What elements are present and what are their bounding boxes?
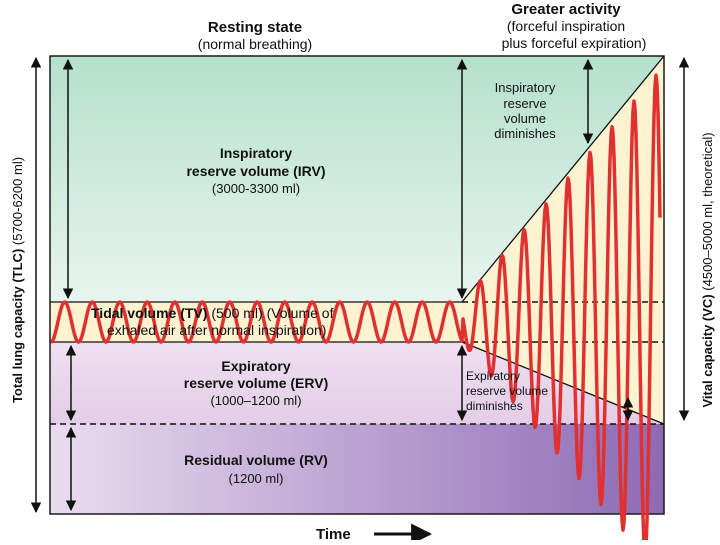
irv-label-2: reserve volume (IRV) — [186, 163, 325, 179]
rv-region — [50, 424, 664, 514]
irv-diminishes-2: reserve — [503, 96, 546, 111]
erv-label-2: reserve volume (ERV) — [184, 375, 328, 391]
resting-title: Resting state — [208, 19, 302, 36]
vc-label: Vital capacity (VC) (4500–5000 ml, theor… — [700, 132, 715, 407]
irv-diminishes-4: diminishes — [494, 126, 556, 141]
irv-diminishes-1: Inspiratory — [495, 80, 556, 95]
irv-label-1: Inspiratory — [220, 145, 293, 161]
erv-diminishes-1: Expiratory — [466, 369, 520, 383]
tidal-label-2: exhaled air after normal inspiration) — [107, 322, 326, 338]
active-title: Greater activity — [511, 1, 621, 18]
erv-diminishes-3: diminishes — [466, 399, 523, 413]
tlc-label: Total lung capacity (TLC) (5700-6200 ml) — [10, 157, 25, 403]
breathing-trace — [50, 73, 662, 545]
resting-subtitle: (normal breathing) — [198, 36, 312, 52]
erv-label-1: Expiratory — [221, 358, 290, 374]
erv-diminishes-2: reserve volume — [466, 384, 548, 398]
irv-diagonal — [461, 55, 665, 303]
irv-range: (3000-3300 ml) — [212, 181, 300, 196]
rv-label: Residual volume (RV) — [184, 452, 328, 468]
irv-diminishes-3: volume — [504, 111, 546, 126]
erv-range: (1000–1200 ml) — [210, 393, 301, 408]
active-subtitle-1: (forceful inspiration — [507, 18, 625, 34]
time-label: Time — [316, 526, 351, 540]
active-subtitle-2: plus forceful expiration) — [502, 35, 647, 51]
tidal-label-1: Tidal volume (TV) (500 ml) (Volume of — [91, 305, 334, 321]
diagram-frame — [49, 55, 665, 515]
rv-range: (1200 ml) — [229, 471, 284, 486]
